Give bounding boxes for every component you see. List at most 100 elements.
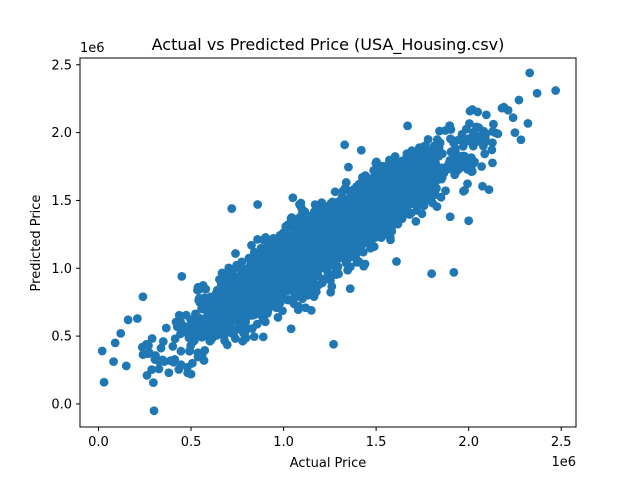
scatter-point <box>477 162 487 171</box>
scatter-point <box>472 122 481 132</box>
x-tick-label: 2.0 <box>458 435 479 450</box>
scatter-point <box>222 269 232 279</box>
scatter-point <box>343 234 353 244</box>
scatter-point <box>286 257 296 267</box>
scatter-point <box>427 269 437 279</box>
scatter-point <box>260 317 270 327</box>
scatter-point <box>297 258 307 268</box>
scatter-point <box>174 365 184 374</box>
y-axis-offset-label: 1e6 <box>80 41 105 56</box>
scatter-point <box>123 315 133 325</box>
scatter-point <box>316 232 326 241</box>
scatter-point <box>450 137 460 146</box>
scatter-point <box>440 126 450 135</box>
scatter-point <box>290 226 300 236</box>
scatter-point <box>97 346 107 356</box>
scatter-point <box>388 189 398 199</box>
scatter-point <box>309 271 319 281</box>
scatter-point <box>312 213 322 223</box>
scatter-point <box>523 119 533 128</box>
scatter-point <box>417 187 427 197</box>
scatter-point <box>371 202 381 212</box>
scatter-point <box>258 270 268 280</box>
scatter-point <box>252 319 262 329</box>
scatter-point <box>121 361 131 371</box>
scatter-point <box>242 270 252 280</box>
y-tick-label: 1.0 <box>51 262 72 277</box>
scatter-point <box>372 212 382 222</box>
scatter-point <box>394 181 404 190</box>
scatter-point <box>403 121 412 131</box>
scatter-point <box>370 231 380 240</box>
y-tick-label: 1.5 <box>51 194 72 209</box>
scatter-point <box>341 178 351 187</box>
scatter-point <box>164 368 174 378</box>
y-tick-label: 2.5 <box>51 58 72 73</box>
scatter-point <box>384 155 394 165</box>
scatter-point <box>399 168 409 178</box>
scatter-point <box>359 261 369 271</box>
scatter-point <box>244 253 254 263</box>
scatter-point <box>311 287 321 297</box>
scatter-point <box>413 159 422 168</box>
scatter-point <box>243 310 252 320</box>
scatter-point <box>281 222 291 231</box>
scatter-point <box>435 166 445 175</box>
y-tick-label: 2.0 <box>51 126 72 141</box>
scatter-point <box>308 238 317 248</box>
scatter-point <box>149 406 159 416</box>
scatter-point <box>300 231 309 241</box>
scatter-point <box>424 158 434 168</box>
scatter-point <box>446 162 456 172</box>
scatter-point <box>293 246 303 256</box>
scatter-point <box>116 328 126 338</box>
scatter-point <box>417 209 427 219</box>
scatter-point <box>481 110 491 120</box>
scatter-point <box>138 350 148 359</box>
scatter-point <box>177 272 187 281</box>
scatter-point <box>465 119 474 128</box>
scatter-point <box>356 145 366 155</box>
scatter-point <box>283 274 292 284</box>
scatter-point <box>343 265 353 275</box>
scatter-point <box>341 258 351 268</box>
scatter-point <box>301 273 311 283</box>
scatter-point <box>400 194 409 204</box>
scatter-point <box>276 295 286 305</box>
scatter-point <box>346 192 355 201</box>
scatter-point <box>293 301 303 311</box>
scatter-point <box>429 141 439 151</box>
scatter-point <box>279 263 288 273</box>
scatter-point <box>330 226 340 236</box>
scatter-point <box>460 185 469 195</box>
scatter-point <box>464 216 474 226</box>
scatter-point <box>168 341 178 351</box>
scatter-point <box>278 281 288 291</box>
scatter-point <box>306 305 316 315</box>
scatter-point <box>185 346 195 355</box>
scatter-point <box>481 134 490 143</box>
scatter-point <box>450 170 460 180</box>
scatter-point <box>265 261 274 271</box>
scatter-point <box>508 113 518 123</box>
scatter-point <box>240 285 250 295</box>
scatter-point <box>258 332 268 342</box>
scatter-point <box>259 235 268 245</box>
x-axis-title: Actual Price <box>290 456 367 471</box>
scatter-point <box>394 203 404 213</box>
scatter-point <box>351 254 361 264</box>
scatter-point <box>233 275 243 285</box>
scatter-point <box>288 193 298 203</box>
scatter-point <box>266 273 275 282</box>
scatter-point <box>346 198 356 208</box>
scatter-point <box>144 341 153 350</box>
scatter-point <box>210 301 220 310</box>
scatter-point <box>291 286 301 296</box>
scatter-point <box>449 267 459 277</box>
scatter-point <box>280 242 289 252</box>
scatter-point <box>459 136 469 146</box>
scatter-point <box>393 159 403 169</box>
scatter-point <box>166 356 175 366</box>
scatter-point <box>222 340 232 350</box>
scatter-point <box>525 68 535 78</box>
